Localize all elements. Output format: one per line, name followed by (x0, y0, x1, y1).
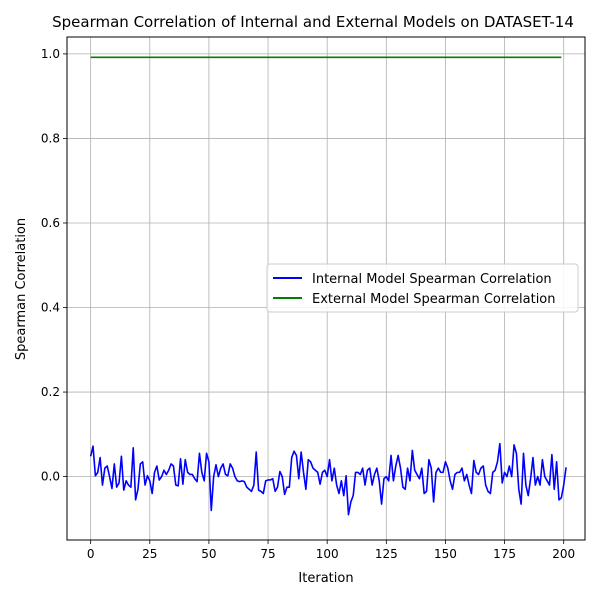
x-tick-label: 50 (201, 547, 216, 561)
y-tick-label: 0.8 (41, 131, 60, 145)
legend-label-external: External Model Spearman Correlation (312, 292, 556, 307)
chart-title: Spearman Correlation of Internal and Ext… (52, 13, 574, 31)
series-layer (89, 56, 567, 516)
y-tick-label: 0.4 (41, 301, 60, 315)
y-tick-label: 0.0 (41, 470, 60, 484)
x-tick-label: 75 (260, 547, 275, 561)
legend-box (266, 263, 579, 313)
x-tick-label: 200 (552, 547, 575, 561)
x-tick-label: 25 (142, 547, 157, 561)
legend: Internal Model Spearman Correlation Exte… (266, 263, 579, 313)
y-tick-label: 0.2 (41, 385, 60, 399)
grid (67, 37, 585, 540)
internal-model-line (89, 442, 567, 516)
x-tick-label: 150 (434, 547, 457, 561)
x-axis-label: Iteration (298, 571, 353, 586)
y-tick-label: 0.6 (41, 216, 60, 230)
y-axis-label: Spearman Correlation (14, 218, 29, 360)
x-tick-label: 175 (493, 547, 516, 561)
legend-label-internal: Internal Model Spearman Correlation (312, 272, 552, 287)
plot-frame (66, 36, 586, 541)
ticks: 0 25 50 75 100 125 150 175 200 0.0 0.2 0.4 0.6 0.8 1.0 (41, 47, 575, 561)
x-tick-label: 0 (87, 547, 95, 561)
x-tick-label: 125 (375, 547, 398, 561)
y-tick-label: 1.0 (41, 47, 60, 61)
x-tick-label: 100 (316, 547, 339, 561)
